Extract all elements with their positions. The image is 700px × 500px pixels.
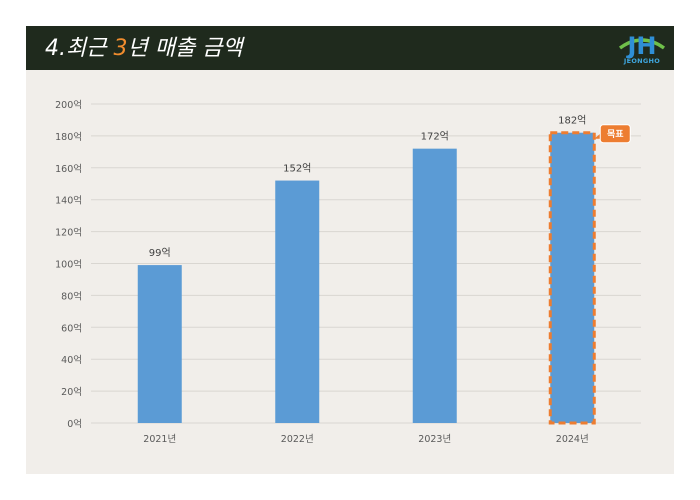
bar [137,265,182,423]
bar [550,132,595,423]
x-tick-label: 2022년 [281,434,314,445]
data-label: 172억 [421,131,449,143]
y-tick-label: 80억 [61,290,82,302]
y-tick-label: 60억 [61,322,82,334]
callout-box [599,124,631,144]
y-tick-label: 40억 [61,354,82,366]
title-highlight: 3 [113,36,128,61]
logo-mark-icon: JH [618,32,666,60]
bar [275,180,320,423]
bar [412,148,457,423]
bar-chart: 0억 20억 40억 60억 80억 100억 120억 140억 160억 180억 200억 99… [55,99,641,445]
x-tick-label: 2024년 [556,434,589,445]
data-label: 99억 [149,247,171,259]
title-prefix: 4.최근 [45,36,114,61]
x-tick-label: 2023년 [418,434,451,445]
y-tick-label: 160억 [55,163,82,175]
company-logo: JH JEONGHO [616,28,668,68]
y-tick-label: 0억 [67,418,82,430]
header-bar: 4.최근 3년 매출 금액 JH JEONGHO [26,26,674,70]
svg-text:JH: JH [625,32,656,58]
data-label: 152억 [283,163,311,175]
x-tick-label: 2021년 [143,434,176,445]
slide: 4.최근 3년 매출 금액 JH JEONGHO 0억 20억 40억 60억 80억 1… [26,26,674,474]
target-outline [548,131,596,425]
y-tick-label: 120억 [55,227,82,239]
chart-area: 0억 20억 40억 60억 80억 100억 120억 140억 160억 180억 200억 99… [26,70,674,474]
y-tick-label: 200억 [55,99,82,111]
callout-pointer [594,133,601,139]
title-suffix: 년 매출 금액 [127,36,243,61]
page-title: 4.최근 3년 매출 금액 [45,34,243,64]
callout-label: 목표 [607,129,624,140]
y-tick-label: 100억 [55,259,82,271]
y-tick-label: 180억 [55,131,82,143]
y-tick-label: 140억 [55,195,82,207]
data-label: 182억 [558,115,586,127]
y-tick-label: 20억 [61,386,82,398]
logo-text: JEONGHO [623,57,661,65]
